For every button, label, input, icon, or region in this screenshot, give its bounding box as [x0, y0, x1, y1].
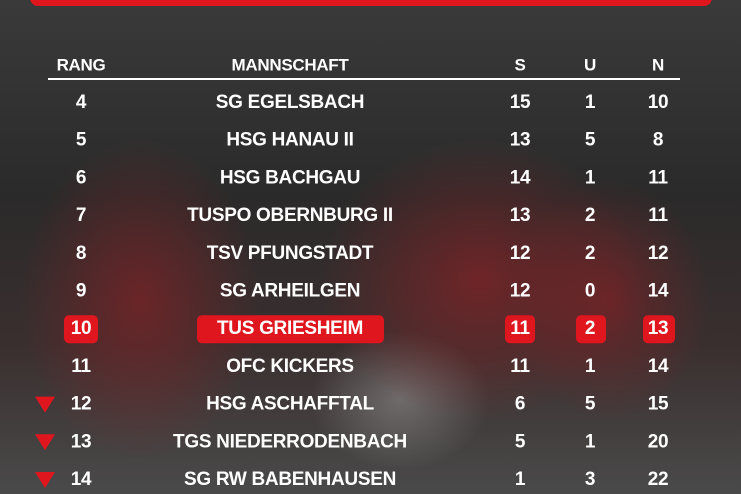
team-cell: HSG BACHGAU: [220, 167, 360, 188]
highlight-box: [576, 315, 606, 344]
losses-cell: 11: [648, 167, 668, 188]
rank-cell: 6: [76, 167, 86, 188]
rank-cell: 5: [76, 130, 87, 151]
team-cell: HSG HANAU II: [226, 130, 353, 151]
rank-cell: 11: [71, 356, 91, 377]
wins-cell: 11: [510, 318, 530, 339]
wins-cell: 12: [510, 281, 531, 302]
draws-cell: 2: [585, 318, 595, 339]
relegation-arrow: [35, 472, 55, 488]
header-cell: U: [584, 55, 596, 74]
draws-cell: 5: [585, 130, 596, 151]
draws-cell: 5: [585, 394, 596, 415]
losses-cell: 13: [648, 318, 669, 339]
team-cell: OFC KICKERS: [226, 356, 354, 377]
wins-cell: 11: [510, 356, 530, 377]
losses-cell: 10: [648, 92, 669, 113]
wins-cell: 14: [510, 167, 531, 188]
team-cell: TUS GRIESHEIM: [217, 318, 363, 339]
team-cell: TSV PFUNGSTADT: [207, 243, 374, 264]
team-cell: TGS NIEDERRODENBACH: [173, 431, 407, 452]
rank-cell: 7: [76, 205, 86, 226]
rank-cell: 8: [76, 243, 86, 264]
team-cell: HSG ASCHAFFTAL: [206, 394, 375, 415]
rank-cell: 14: [71, 469, 92, 490]
header-cell: N: [652, 55, 664, 74]
header-cell: S: [514, 55, 525, 74]
relegation-arrow: [35, 434, 55, 451]
team-cell: TUSPO OBERNBURG II: [187, 205, 393, 226]
losses-cell: 14: [648, 281, 669, 302]
wins-cell: 15: [510, 92, 531, 113]
top-banner: [30, 0, 712, 6]
draws-cell: 0: [585, 281, 595, 302]
rank-cell: 10: [71, 318, 92, 339]
rank-cell: 4: [76, 92, 87, 113]
draws-cell: 1: [585, 431, 596, 452]
wins-cell: 13: [510, 205, 531, 226]
draws-cell: 1: [585, 356, 596, 377]
losses-cell: 14: [648, 356, 669, 377]
draws-cell: 3: [585, 469, 595, 490]
highlight-box: [643, 315, 675, 344]
draws-cell: 2: [585, 243, 595, 264]
draws-cell: 2: [585, 205, 595, 226]
wins-cell: 6: [515, 394, 525, 415]
draws-cell: 1: [585, 92, 596, 113]
losses-cell: 20: [648, 431, 669, 452]
header-cell: MANNSCHAFT: [232, 55, 350, 74]
highlight-box: [64, 315, 98, 344]
team-cell: SG EGELSBACH: [216, 92, 364, 113]
wins-cell: 12: [510, 243, 531, 264]
team-cell: SG RW BABENHAUSEN: [184, 469, 396, 490]
team-cell: SG ARHEILGEN: [220, 281, 360, 302]
wins-cell: 13: [510, 130, 531, 151]
highlight-box: [197, 315, 384, 344]
losses-cell: 11: [648, 205, 668, 226]
wins-cell: 1: [515, 469, 526, 490]
losses-cell: 22: [648, 469, 669, 490]
losses-cell: 12: [648, 243, 669, 264]
highlight-box: [505, 315, 535, 344]
rank-cell: 12: [71, 394, 92, 415]
header-cell: RANG: [57, 55, 106, 74]
relegation-arrow: [35, 396, 55, 413]
losses-cell: 8: [653, 130, 663, 151]
rank-cell: 13: [71, 431, 92, 452]
draws-cell: 1: [585, 167, 596, 188]
wins-cell: 5: [515, 431, 526, 452]
rank-cell: 9: [76, 281, 86, 302]
losses-cell: 15: [648, 394, 669, 415]
